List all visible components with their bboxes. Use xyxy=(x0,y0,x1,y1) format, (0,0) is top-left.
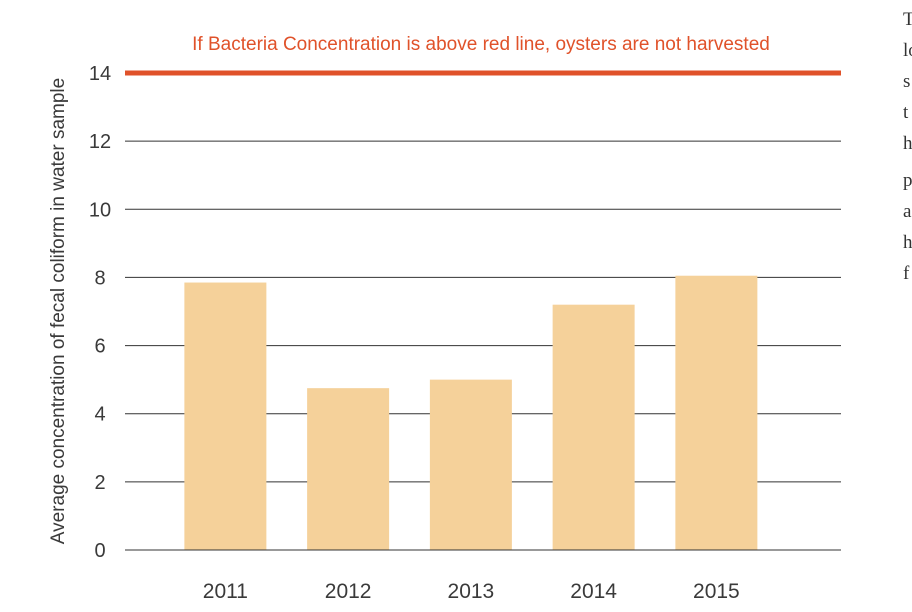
side-text-line: lo xyxy=(903,40,912,61)
x-tick-label: 2014 xyxy=(570,580,617,603)
y-axis-title: Average concentration of fecal coliform … xyxy=(48,78,69,544)
side-text-line: h xyxy=(903,133,912,154)
side-text-line: T xyxy=(903,9,912,30)
y-tick-label: 6 xyxy=(94,336,105,358)
y-tick-label: 0 xyxy=(94,540,105,562)
x-tick-label: 2013 xyxy=(448,580,495,603)
y-tick-label: 8 xyxy=(94,267,105,289)
side-paragraph-text: T lo s t h p a h f xyxy=(903,4,912,289)
side-text-line: a xyxy=(903,201,912,222)
side-text-line: s xyxy=(903,71,911,92)
bar xyxy=(429,379,512,550)
x-tick-label: 2015 xyxy=(693,580,740,603)
y-tick-label: 2 xyxy=(94,472,105,494)
x-tick-label: 2011 xyxy=(203,580,248,603)
side-text-line: p xyxy=(903,170,912,191)
threshold-annotation: If Bacteria Concentration is above red l… xyxy=(192,34,770,55)
y-tick-label: 4 xyxy=(94,404,105,426)
bar xyxy=(307,388,390,550)
side-text-line: t xyxy=(903,102,909,123)
y-tick-label: 10 xyxy=(89,199,111,221)
bar xyxy=(184,282,267,550)
side-text-line: f xyxy=(903,263,910,284)
y-tick-label: 14 xyxy=(89,63,111,85)
bar xyxy=(552,304,635,550)
bar xyxy=(675,275,758,550)
x-tick-label: 2012 xyxy=(325,580,372,603)
side-text-line: h xyxy=(903,232,912,253)
y-tick-label: 12 xyxy=(89,131,111,153)
